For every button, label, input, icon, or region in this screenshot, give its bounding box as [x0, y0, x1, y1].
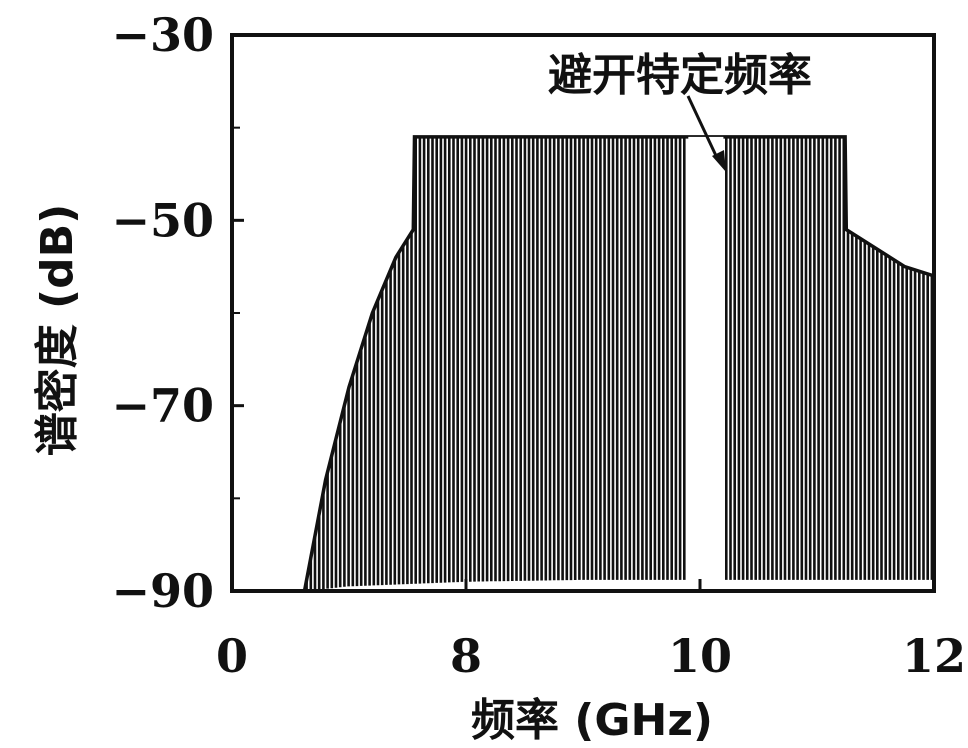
x-tick-label: 12: [902, 629, 966, 683]
y-axis-label: 谱密度 (dB): [32, 204, 83, 457]
plot-area: [302, 135, 934, 591]
annotation-arrow: [686, 95, 720, 161]
annotation-label: 避开特定频率: [548, 50, 812, 101]
x-tick-label: 8: [450, 629, 482, 683]
x-tick-label: 0: [216, 629, 248, 683]
x-axis-label: 频率 (GHz): [471, 695, 713, 746]
annotation-arrowhead: [712, 150, 726, 172]
y-tick-label: −30: [111, 8, 214, 62]
y-tick-label: −70: [111, 379, 214, 433]
y-tick-label: −90: [111, 564, 214, 618]
y-tick-label: −50: [111, 193, 214, 247]
notch-gap: [688, 136, 724, 583]
upper-envelope-line: [302, 135, 934, 591]
tick-labels: 0 8 10 12 −30 −50 −70 −90: [111, 8, 966, 683]
x-tick-label: 10: [668, 629, 732, 683]
axis-ticks: [230, 33, 936, 593]
